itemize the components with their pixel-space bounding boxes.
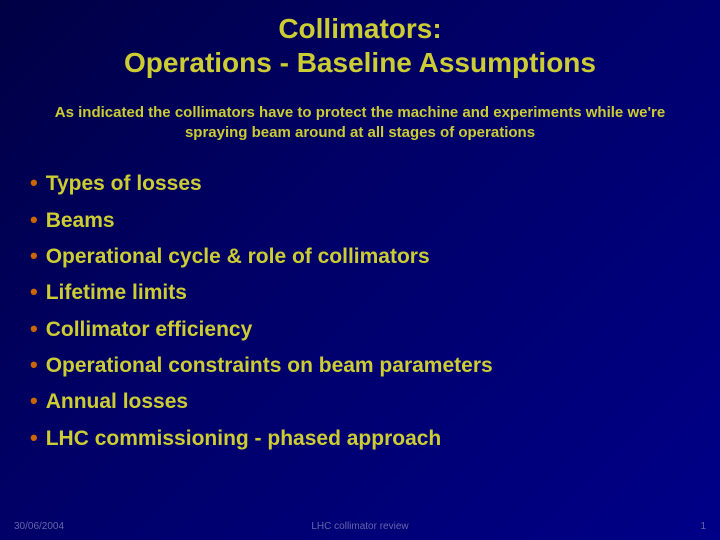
bullet-label: Beams [46,207,115,235]
bullet-label: Annual losses [46,388,188,416]
list-item: • Lifetime limits [30,279,720,307]
bullet-list: • Types of losses • Beams • Operational … [0,170,720,453]
footer-page-number: 1 [700,521,706,532]
bullet-label: Operational cycle & role of collimators [46,243,430,271]
bullet-label: Types of losses [46,170,202,198]
bullet-icon: • [30,390,38,412]
title-line1: Collimators: [0,12,720,46]
bullet-icon: • [30,281,38,303]
list-item: • Collimator efficiency [30,316,720,344]
footer-title: LHC collimator review [311,521,408,532]
title-line2: Operations - Baseline Assumptions [0,46,720,80]
bullet-icon: • [30,427,38,449]
bullet-icon: • [30,209,38,231]
list-item: • Annual losses [30,388,720,416]
list-item: • Operational constraints on beam parame… [30,352,720,380]
slide-subtitle: As indicated the collimators have to pro… [0,103,720,142]
list-item: • Operational cycle & role of collimator… [30,243,720,271]
bullet-label: Collimator efficiency [46,316,253,344]
bullet-icon: • [30,318,38,340]
list-item: • Beams [30,207,720,235]
list-item: • Types of losses [30,170,720,198]
bullet-label: LHC commissioning - phased approach [46,425,442,453]
bullet-icon: • [30,172,38,194]
bullet-icon: • [30,354,38,376]
bullet-icon: • [30,245,38,267]
footer-date: 30/06/2004 [14,521,64,532]
slide-title: Collimators: Operations - Baseline Assum… [0,0,720,79]
list-item: • LHC commissioning - phased approach [30,425,720,453]
bullet-label: Lifetime limits [46,279,187,307]
bullet-label: Operational constraints on beam paramete… [46,352,493,380]
slide-footer: 30/06/2004 LHC collimator review 1 [0,521,720,532]
